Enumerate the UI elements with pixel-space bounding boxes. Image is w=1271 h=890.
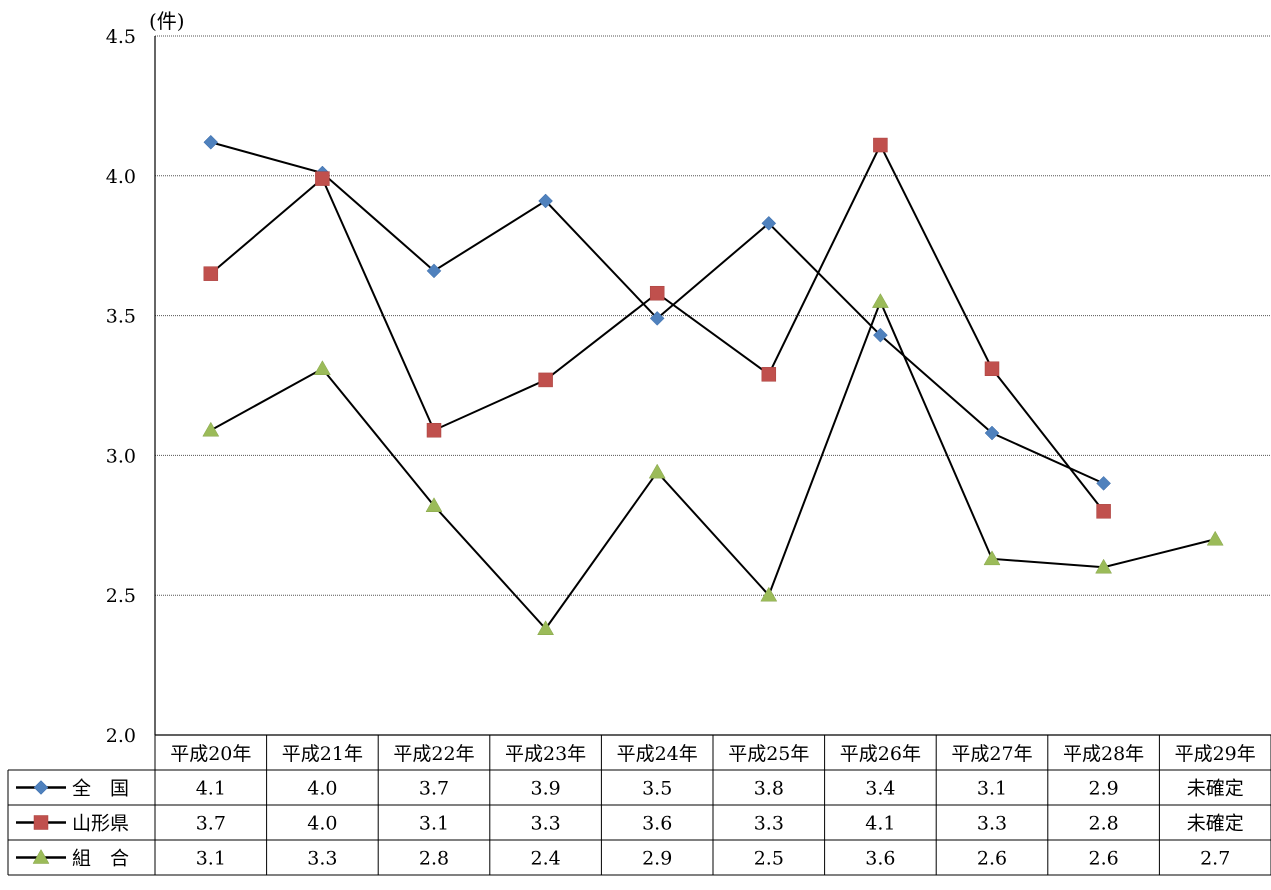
table-cell: 4.0 bbox=[307, 813, 337, 835]
x-tick-label: 平成26年 bbox=[840, 743, 921, 765]
data-point-1-3 bbox=[539, 373, 553, 387]
table-cell: 2.5 bbox=[754, 848, 784, 870]
table-cell: 3.5 bbox=[642, 778, 672, 800]
table-cell: 未確定 bbox=[1187, 813, 1244, 835]
table-cell: 3.3 bbox=[977, 813, 1007, 835]
x-tick-label: 平成20年 bbox=[170, 743, 251, 765]
x-tick-label: 平成21年 bbox=[282, 743, 363, 765]
data-point-2-1 bbox=[314, 361, 330, 375]
y-tick-label: 2.0 bbox=[106, 725, 136, 747]
table-cell: 3.6 bbox=[642, 813, 672, 835]
x-tick-label: 平成27年 bbox=[951, 743, 1032, 765]
data-point-1-8 bbox=[1097, 504, 1111, 518]
y-tick-label: 2.5 bbox=[106, 585, 136, 607]
x-tick-label: 平成23年 bbox=[505, 743, 586, 765]
data-point-2-6 bbox=[872, 294, 888, 308]
table-cell: 2.9 bbox=[642, 848, 672, 870]
y-tick-label: 3.5 bbox=[106, 306, 136, 328]
y-tick-label: 4.5 bbox=[106, 26, 136, 48]
table-cell: 3.1 bbox=[419, 813, 449, 835]
table-cell: 2.9 bbox=[1088, 778, 1118, 800]
data-point-0-0 bbox=[204, 135, 218, 149]
table-cell: 3.3 bbox=[307, 848, 337, 870]
table-cell: 2.6 bbox=[1088, 848, 1118, 870]
table-cell: 未確定 bbox=[1187, 778, 1244, 800]
table-cell: 2.4 bbox=[530, 848, 560, 870]
table-cell: 3.3 bbox=[754, 813, 784, 835]
table-cell: 3.3 bbox=[530, 813, 560, 835]
legend-marker-1 bbox=[34, 816, 48, 830]
table-cell: 3.6 bbox=[865, 848, 895, 870]
data-point-1-7 bbox=[985, 362, 999, 376]
data-point-2-0 bbox=[203, 422, 219, 436]
series-line-1 bbox=[211, 145, 1104, 511]
table-cell: 3.1 bbox=[196, 848, 226, 870]
y-unit-label: (件) bbox=[149, 9, 185, 33]
x-tick-label: 平成29年 bbox=[1175, 743, 1256, 765]
x-tick-label: 平成28年 bbox=[1063, 743, 1144, 765]
table-cell: 3.9 bbox=[530, 778, 560, 800]
data-point-1-1 bbox=[315, 172, 329, 186]
y-tick-label: 3.0 bbox=[106, 445, 136, 467]
data-point-1-6 bbox=[873, 138, 887, 152]
x-tick-label: 平成22年 bbox=[393, 743, 474, 765]
table-cell: 3.4 bbox=[865, 778, 895, 800]
legend-label: 全 国 bbox=[72, 778, 129, 800]
table-cell: 3.1 bbox=[977, 778, 1007, 800]
data-point-2-9 bbox=[1207, 531, 1223, 545]
data-point-2-7 bbox=[984, 551, 1000, 565]
table-cell: 4.0 bbox=[307, 778, 337, 800]
table-cell: 3.7 bbox=[419, 778, 449, 800]
data-point-0-8 bbox=[1097, 476, 1111, 490]
table-cell: 2.8 bbox=[1088, 813, 1118, 835]
table-cell: 2.6 bbox=[977, 848, 1007, 870]
x-tick-label: 平成25年 bbox=[728, 743, 809, 765]
legend-label: 組 合 bbox=[72, 848, 129, 870]
table-cell: 3.8 bbox=[754, 778, 784, 800]
data-point-1-4 bbox=[650, 286, 664, 300]
table-cell: 2.8 bbox=[419, 848, 449, 870]
table-cell: 4.1 bbox=[865, 813, 895, 835]
table-cell: 4.1 bbox=[196, 778, 226, 800]
data-point-2-4 bbox=[649, 464, 665, 478]
legend-label: 山形県 bbox=[72, 813, 129, 835]
table-cell: 3.7 bbox=[196, 813, 226, 835]
data-point-1-5 bbox=[762, 367, 776, 381]
data-point-1-0 bbox=[204, 267, 218, 281]
legend-marker-0 bbox=[34, 781, 48, 795]
y-tick-label: 4.0 bbox=[106, 166, 136, 188]
table-cell: 2.7 bbox=[1200, 848, 1230, 870]
x-tick-label: 平成24年 bbox=[617, 743, 698, 765]
data-point-1-2 bbox=[427, 423, 441, 437]
